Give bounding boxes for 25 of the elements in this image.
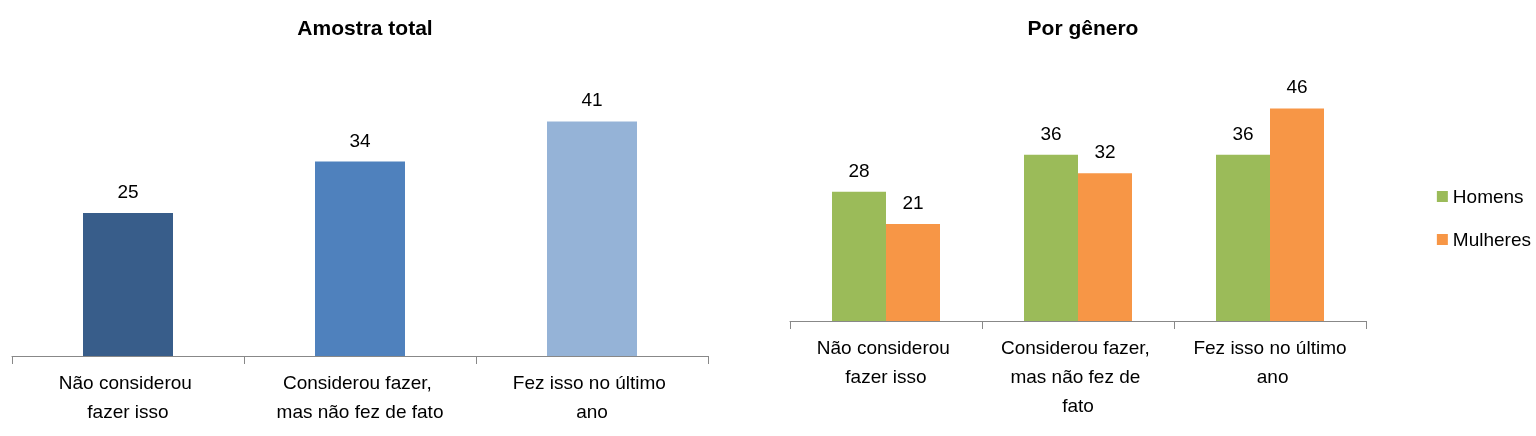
legend-label: Homens (1452, 186, 1524, 207)
x-tick-label: Fez isso no último ano (512, 372, 672, 422)
bar (1024, 154, 1078, 321)
data-label: 25 (117, 181, 139, 202)
chart-title: Por gênero (1027, 16, 1139, 39)
data-label: 21 (902, 191, 924, 213)
data-label: 46 (1286, 76, 1308, 98)
data-label: 36 (1232, 122, 1254, 144)
chart-title: Amostra total (297, 16, 433, 39)
x-tick-label: Considerou fazer, mas não fez de fato (276, 372, 444, 422)
bar (1270, 108, 1324, 321)
data-label: 28 (848, 159, 870, 181)
legend-label: Mulheres (1452, 229, 1532, 250)
bar (1216, 154, 1270, 321)
x-tick-label: Fez isso no último ano (1193, 337, 1347, 387)
x-tick-label: Considerou fazer, mas não fez de fato (1000, 337, 1156, 416)
x-tick-label: Não considerou fazer isso (816, 337, 956, 387)
data-label: 36 (1040, 122, 1062, 144)
data-label: 32 (1094, 141, 1116, 163)
data-label: 34 (349, 129, 371, 151)
bar (1078, 173, 1132, 321)
data-label: 41 (581, 89, 603, 111)
x-tick-label: Não considerou fazer isso (58, 372, 198, 422)
bar (886, 223, 940, 321)
bar (832, 191, 886, 321)
